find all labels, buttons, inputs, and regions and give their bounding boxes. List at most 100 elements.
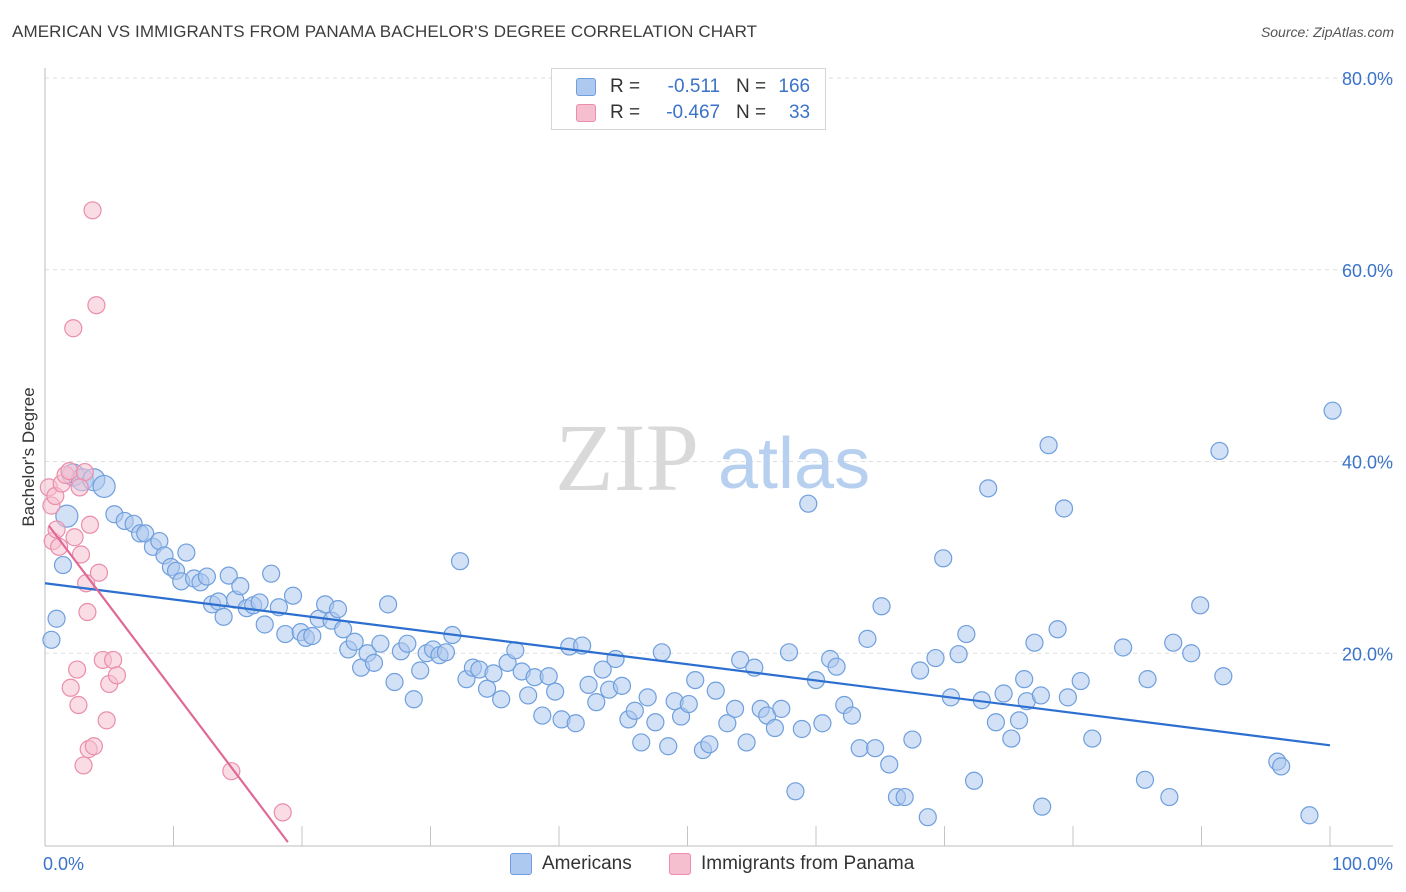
americans-point — [398, 634, 417, 653]
americans-point — [1071, 671, 1090, 691]
americans-point — [539, 667, 558, 686]
americans-point — [772, 699, 791, 718]
americans-point — [957, 624, 976, 644]
x-tick-label: 0.0% — [43, 854, 84, 874]
americans-point — [283, 586, 303, 605]
y-tick-label: 80.0% — [1342, 69, 1393, 89]
panama-point — [69, 695, 88, 715]
americans-point — [1210, 441, 1229, 461]
americans-point — [1025, 633, 1044, 652]
panama-point — [104, 650, 123, 670]
americans-point — [506, 641, 525, 660]
americans-point — [1272, 757, 1291, 776]
legend-swatch-panama — [576, 104, 596, 122]
panama-point — [273, 803, 292, 822]
americans-point — [1182, 644, 1201, 663]
americans-point — [42, 630, 61, 649]
legend-swatch-americans — [576, 78, 596, 96]
americans-point — [903, 730, 922, 749]
americans-point — [1191, 596, 1210, 615]
americans-point — [700, 735, 719, 754]
legend-n-value: 33 — [788, 102, 811, 123]
americans-point — [1048, 620, 1067, 639]
bottom-legend-label-panama: Immigrants from Panama — [701, 853, 915, 874]
americans-trend-line — [44, 582, 1331, 747]
americans-point — [1031, 686, 1050, 705]
legend-n-label: N = — [736, 76, 767, 97]
americans-point — [880, 755, 899, 774]
americans-point — [786, 782, 805, 801]
trend-lines — [44, 525, 1331, 843]
americans-point — [436, 643, 456, 662]
americans-point — [579, 675, 598, 694]
americans-point — [625, 701, 644, 720]
americans-point — [533, 706, 552, 725]
bottom-legend-americans[interactable]: Americans — [510, 850, 632, 878]
americans-point — [345, 632, 364, 651]
panama-point — [71, 545, 91, 564]
panama-points — [39, 201, 292, 822]
panama-point — [65, 528, 84, 547]
americans-point — [1015, 670, 1034, 689]
watermark-atlas: atlas — [718, 424, 870, 504]
americans-point — [1164, 633, 1183, 652]
americans-point — [827, 657, 846, 676]
americans-point — [813, 714, 832, 733]
americans-point — [866, 739, 885, 758]
legend-r-label: R = — [610, 76, 641, 97]
bottom-legend-swatch-panama — [669, 853, 691, 875]
panama-point — [80, 515, 100, 534]
panama-point — [97, 711, 116, 730]
legend-r-value: -0.467 — [666, 102, 721, 123]
americans-point — [1033, 797, 1052, 816]
y-tick-label: 20.0% — [1342, 644, 1393, 664]
americans-point — [197, 567, 217, 586]
axis-labels: 20.0% 40.0% 60.0% 80.0% 0.0% 100.0% Bachelor's… — [19, 69, 1393, 874]
legend-row-panama: R = -0.467 N = 33 — [576, 101, 810, 125]
americans-point — [1214, 667, 1233, 686]
panama-point — [74, 756, 93, 775]
stats-legend: R = -0.511 N = 166 R = -0.467 N = 33 — [551, 68, 826, 130]
y-tick-label: 40.0% — [1342, 453, 1393, 473]
americans-point — [484, 664, 503, 683]
americans-points — [42, 401, 1342, 827]
americans-point — [303, 626, 322, 646]
americans-point — [136, 524, 155, 543]
americans-point — [209, 592, 228, 611]
americans-point — [519, 686, 538, 705]
panama-point — [107, 666, 127, 685]
americans-point — [276, 624, 295, 644]
panama-point — [70, 478, 89, 497]
axes — [44, 68, 1393, 847]
americans-point — [737, 733, 756, 752]
panama-point — [222, 762, 241, 781]
panama-trend-line — [47, 525, 289, 843]
americans-point — [895, 787, 914, 807]
americans-point — [659, 737, 678, 756]
americans-point — [872, 597, 891, 616]
americans-point — [964, 771, 984, 790]
watermark-zip: ZIP — [555, 404, 699, 511]
americans-point — [477, 679, 497, 698]
americans-point — [850, 739, 869, 758]
panama-point — [47, 520, 66, 539]
americans-point — [1323, 401, 1342, 420]
americans-point — [612, 676, 632, 695]
americans-point — [1054, 499, 1074, 518]
y-tick-label: 60.0% — [1342, 261, 1393, 281]
watermark: ZIP atlas — [555, 404, 870, 511]
y-axis-title: Bachelor's Degree — [19, 387, 38, 526]
americans-point — [378, 595, 398, 614]
legend-r-label: R = — [610, 102, 641, 123]
americans-point — [587, 693, 606, 712]
americans-point — [986, 713, 1006, 732]
americans-point — [219, 566, 238, 585]
americans-point — [1083, 729, 1102, 748]
americans-point — [632, 733, 651, 752]
americans-point — [492, 690, 511, 709]
americans-point — [1002, 729, 1021, 748]
legend-n-label: N = — [736, 102, 767, 123]
americans-point — [765, 718, 784, 738]
bottom-legend-panama[interactable]: Immigrants from Panama — [669, 850, 914, 878]
